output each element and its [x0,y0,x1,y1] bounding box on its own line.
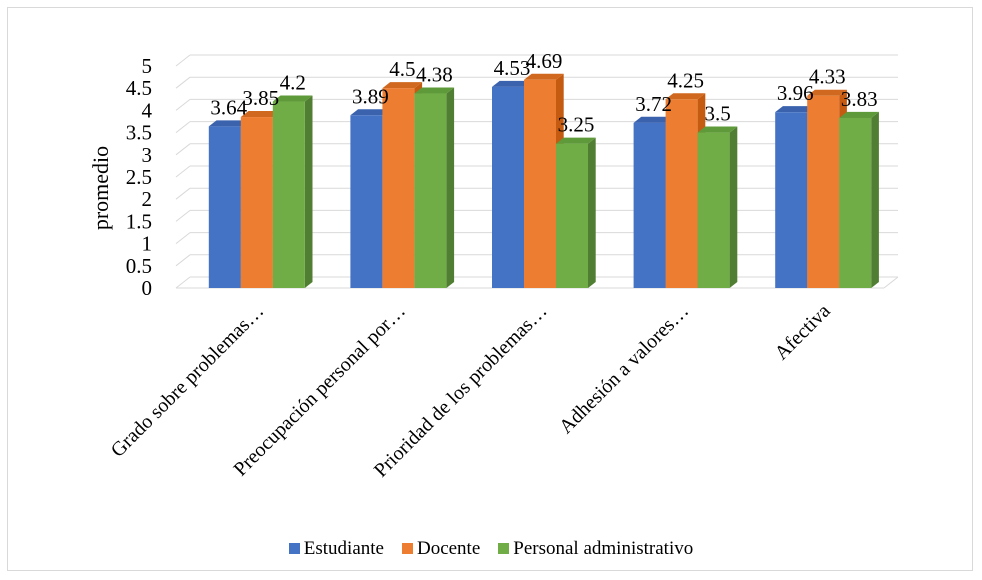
gridline-connector [175,254,191,267]
bar-side [729,126,738,288]
gridline-connector [175,76,191,89]
bar-top [524,73,564,80]
gridline-connector [175,165,191,178]
y-tick-label: 0 [142,276,153,300]
data-label: 3.89 [352,84,389,108]
data-label: 4.38 [416,63,453,87]
y-tick-label: 2 [142,187,153,211]
data-label: 4.69 [526,49,563,73]
bar-personal-administrativo [839,111,879,288]
bar-front [524,79,556,288]
y-axis-title: promedio [88,146,113,230]
gridline-connector [175,210,191,222]
x-category-label: Grado sobre problemas… [107,300,269,462]
gridline-connector [175,54,191,67]
legend-swatch [288,543,300,554]
data-label: 3.64 [210,95,247,119]
bar-top [272,95,313,102]
bar-front [382,88,415,288]
bar-front [272,101,305,289]
bar-front [775,112,808,289]
floor-edge [883,276,899,289]
bar-top [414,87,455,94]
bar-top [556,137,596,144]
bar-personal-administrativo [414,87,455,288]
data-label: 3.72 [635,92,672,116]
data-label: 4.5 [389,57,415,81]
data-label: 3.85 [242,86,279,110]
bar-personal-administrativo [272,95,313,289]
data-label: 4.53 [494,56,531,80]
bar-personal-administrativo [556,137,596,288]
gridline-connector [175,143,191,156]
bar-top [807,89,847,96]
bar-top [208,120,249,127]
gridline-connector [175,187,191,200]
gridline-connector [175,121,191,133]
bar-side [871,111,879,288]
bar-top [633,116,674,123]
bar-front [633,122,666,288]
bar-top [839,111,879,118]
bar-personal-administrativo [697,126,738,288]
y-tick-label: 2.5 [126,165,152,189]
bar-top [697,126,738,133]
y-tick-label: 5 [142,54,153,78]
bar-front [697,132,730,288]
gridline-connector [175,99,191,111]
bar-side [304,95,313,288]
x-category-label: Adhesión a valores… [555,300,693,438]
data-label: 3.96 [777,81,814,105]
bar-top [350,109,391,116]
bar-docente [524,73,564,289]
gridline-connector [175,232,191,244]
y-tick-label: 3.5 [126,121,152,145]
legend-item: Estudiante [288,538,384,560]
legend-label: Estudiante [303,538,384,559]
legend-swatch [498,543,510,554]
bar-top [665,93,706,100]
bar-side [446,87,455,288]
y-tick-label: 0.5 [126,254,152,278]
y-tick-label: 4 [142,98,153,122]
data-label: 4.33 [809,65,846,89]
bar-front [556,143,588,288]
bar-front [807,95,840,288]
data-label: 4.25 [667,68,704,92]
y-tick-label: 3 [142,143,153,167]
bar-front [839,117,872,288]
bar-top [492,80,532,87]
bar-front [350,115,383,288]
data-label: 4.2 [280,71,306,95]
legend-swatch [401,543,413,554]
legend-item: Docente [401,538,481,560]
y-tick-label: 1.5 [126,209,152,233]
data-label: 3.5 [704,102,730,126]
bar-front [492,86,524,288]
data-label: 3.83 [841,87,878,111]
y-tick-label: 4.5 [126,76,152,100]
y-tick-label: 1 [142,232,153,256]
bar-front [414,93,447,288]
bar-side [588,137,596,288]
bar-top [382,82,423,89]
x-category-label: Afectiva [770,300,834,364]
data-label: 3.25 [558,113,595,137]
legend-label: Personal administrativo [513,538,694,559]
bar-front [665,99,698,288]
bar-front [208,126,241,288]
bar-front [240,117,273,288]
legend-item: Personal administrativo [498,538,693,560]
bar-top [775,106,815,113]
bar-top [240,111,281,118]
chart-legend: Estudiante Docente Personal administrativo [0,538,982,560]
legend-label: Docente [416,538,481,559]
gridline-connector [175,276,191,289]
